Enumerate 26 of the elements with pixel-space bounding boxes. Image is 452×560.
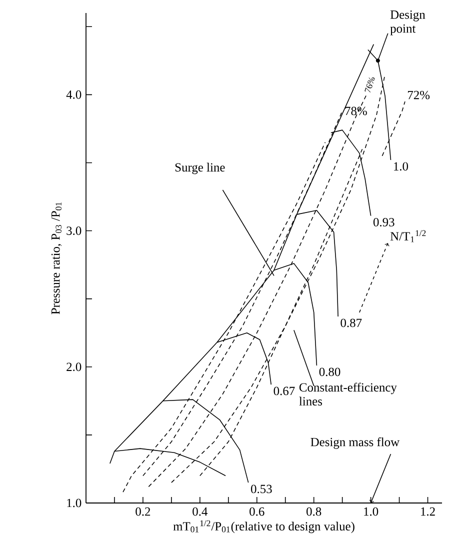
annotation: Surge line: [175, 162, 225, 174]
annotation: Design point: [390, 10, 426, 36]
series-label: 1.0: [394, 162, 408, 171]
series-label: 0.53: [251, 484, 272, 494]
y-axis-title: Pressure ratio, P$_{03}$ /P$_{01}$: [51, 202, 62, 314]
x-tick-label: 0.2: [136, 507, 150, 516]
annotation: Constant-efficiency lines: [299, 382, 397, 406]
x-tick-label: 0.4: [192, 507, 208, 516]
series-label: 0.93: [373, 218, 394, 226]
y-tick-label: 3.0: [66, 226, 82, 235]
x-tick-label: 0.8: [306, 507, 322, 516]
text: 76%: [364, 77, 375, 92]
series-label: 0.87: [340, 318, 362, 328]
series-label: 0.67: [274, 386, 295, 396]
y-tick-label: 4.0: [66, 90, 82, 99]
x-axis-title: mT$_{01}$$^{1/2}$/P$_{01}$(relative to design value): [173, 520, 354, 534]
series-label: 78%: [345, 106, 367, 116]
x-tick-label: 1.2: [421, 507, 435, 516]
series-label: 72%: [408, 90, 430, 100]
annotation: Design mass flow: [310, 437, 400, 449]
x-tick-label: 1.0: [364, 507, 378, 516]
series-label: 0.80: [319, 368, 340, 376]
x-tick-label: 0.6: [250, 507, 264, 516]
y-tick-label: 2.0: [66, 362, 82, 372]
y-tick-label: 1.0: [67, 498, 82, 508]
annotation: N/T$_{1}$1/2: [390, 230, 426, 242]
